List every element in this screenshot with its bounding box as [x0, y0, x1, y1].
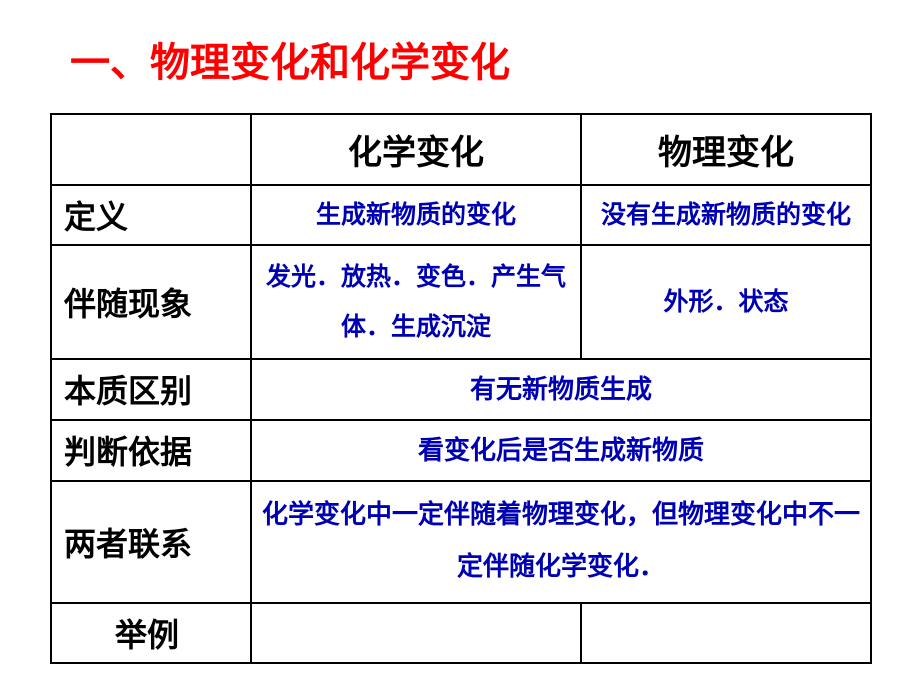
- label-phenomena: 伴随现象: [51, 245, 251, 359]
- label-definition: 定义: [51, 185, 251, 245]
- cell-essence-merged: 有无新物质生成: [251, 359, 871, 420]
- row-essence: 本质区别 有无新物质生成: [51, 359, 871, 420]
- row-examples: 举例: [51, 603, 871, 663]
- header-physical: 物理变化: [581, 114, 871, 185]
- row-judgment: 判断依据 看变化后是否生成新物质: [51, 420, 871, 481]
- header-chemical: 化学变化: [251, 114, 581, 185]
- header-empty-cell: [51, 114, 251, 185]
- cell-judgment-merged: 看变化后是否生成新物质: [251, 420, 871, 481]
- label-judgment: 判断依据: [51, 420, 251, 481]
- label-essence: 本质区别: [51, 359, 251, 420]
- cell-phenomena-physical: 外形．状态: [581, 245, 871, 359]
- row-definition: 定义 生成新物质的变化 没有生成新物质的变化: [51, 185, 871, 245]
- cell-relation-merged: 化学变化中一定伴随着物理变化，但物理变化中不一定伴随化学变化．: [251, 481, 871, 603]
- label-relation: 两者联系: [51, 481, 251, 603]
- label-examples: 举例: [51, 603, 251, 663]
- comparison-table: 化学变化 物理变化 定义 生成新物质的变化 没有生成新物质的变化 伴随现象 发光…: [50, 113, 872, 664]
- cell-phenomena-chemical: 发光．放热．变色．产生气体．生成沉淀: [251, 245, 581, 359]
- row-phenomena: 伴随现象 发光．放热．变色．产生气体．生成沉淀 外形．状态: [51, 245, 871, 359]
- slide-title: 一、物理变化和化学变化: [50, 30, 870, 88]
- cell-definition-chemical: 生成新物质的变化: [251, 185, 581, 245]
- cell-examples-chemical: [251, 603, 581, 663]
- cell-examples-physical: [581, 603, 871, 663]
- cell-definition-physical: 没有生成新物质的变化: [581, 185, 871, 245]
- row-relation: 两者联系 化学变化中一定伴随着物理变化，但物理变化中不一定伴随化学变化．: [51, 481, 871, 603]
- header-row: 化学变化 物理变化: [51, 114, 871, 185]
